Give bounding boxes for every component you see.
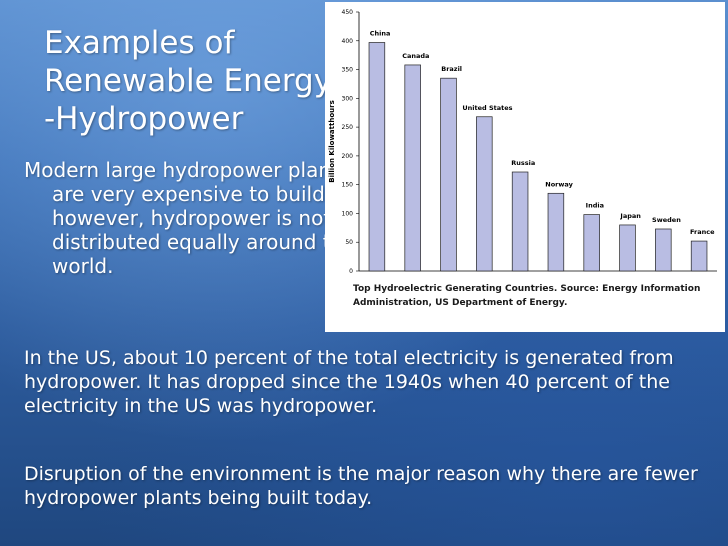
y-tick-label: 50: [345, 239, 353, 246]
bar: [511, 171, 529, 272]
y-tick-label: 200: [342, 153, 354, 160]
bar: [690, 240, 708, 272]
paragraph-us-hydropower: In the US, about 10 percent of the total…: [24, 347, 674, 417]
y-tick-label: 100: [342, 210, 354, 217]
bar-label: France: [690, 228, 715, 236]
bar: [440, 77, 457, 272]
bar-label: Sweden: [652, 216, 681, 224]
bar-label: United States: [462, 104, 512, 112]
chart-source: Top Hydroelectric Generating Countries. …: [353, 284, 701, 308]
bar-label: Canada: [402, 52, 429, 60]
y-tick-label: 450: [342, 9, 354, 16]
bar-label: Russia: [511, 159, 535, 167]
bar-label: Brazil: [441, 65, 462, 73]
y-tick-label: 400: [342, 38, 354, 45]
y-tick-label: 250: [342, 124, 354, 131]
bar: [404, 64, 421, 272]
bullet-text: Modern large hydropower plants are very …: [24, 158, 356, 278]
y-tick-label: 350: [342, 67, 354, 74]
bar: [619, 224, 636, 272]
y-tick-label: 300: [342, 95, 354, 102]
bar: [547, 192, 565, 272]
chart-svg: 0 50 100 150 200 250 300 350 400 450 Billion Kilow…: [328, 9, 717, 275]
bar: [368, 42, 386, 272]
bar-label: Norway: [545, 180, 573, 188]
bar-label: Japan: [619, 212, 641, 220]
hydropower-chart: 0 50 100 150 200 250 300 350 400 450 Billion Kilow…: [325, 2, 725, 332]
bar: [583, 214, 600, 272]
bar: [655, 228, 672, 272]
bar-label: China: [370, 30, 391, 38]
y-tick-label: 0: [349, 268, 353, 275]
bar: [476, 116, 493, 272]
y-tick-label: 150: [342, 182, 354, 189]
paragraph-environment: Disruption of the environment is the maj…: [24, 463, 698, 509]
bar-label: India: [586, 202, 604, 210]
y-axis-label: Billion Kilowatthours: [328, 100, 336, 182]
slide-title: Examples of Renewable Energy--Hydropower: [44, 25, 343, 137]
